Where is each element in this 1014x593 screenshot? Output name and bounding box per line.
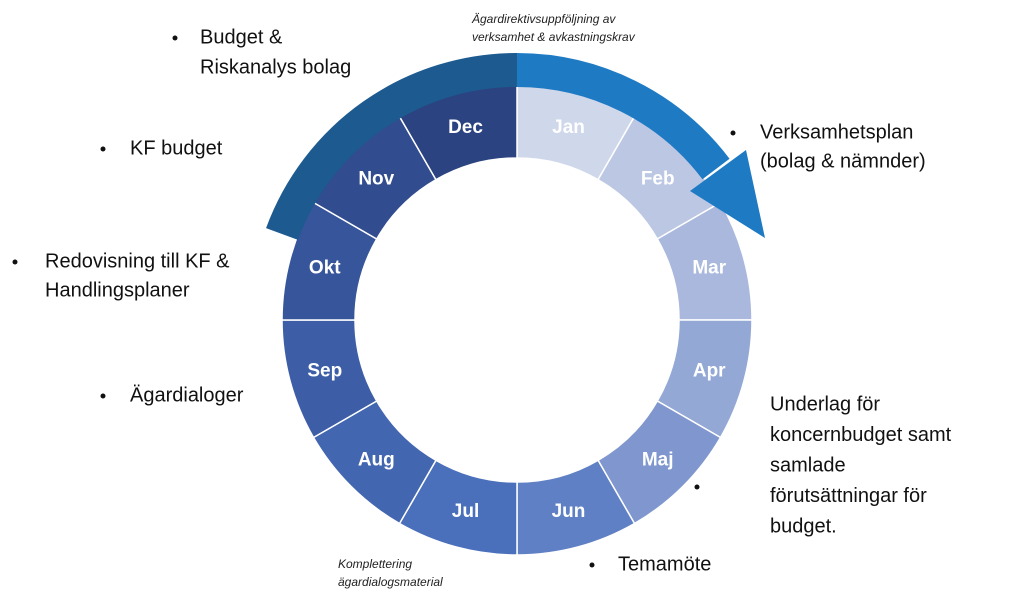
bullet xyxy=(694,484,700,490)
month-label: Aug xyxy=(358,450,395,471)
month-label: Jan xyxy=(552,117,585,138)
note-text: Verksamhetsplan xyxy=(760,121,913,143)
arrow-left xyxy=(266,52,518,240)
cycle-arrow xyxy=(266,52,765,240)
month-label: Nov xyxy=(358,168,394,189)
month-label: Apr xyxy=(693,361,726,382)
note-text: förutsättningar för xyxy=(770,485,927,507)
month-label: Jun xyxy=(552,501,586,522)
bullet xyxy=(172,35,178,41)
note-text: Riskanalys bolag xyxy=(200,56,351,78)
small-note: Ägardirektivsuppföljning av xyxy=(471,12,616,26)
month-label: Mar xyxy=(692,258,726,279)
month-label: Feb xyxy=(641,168,675,189)
bullet xyxy=(100,146,106,152)
note-text: (bolag & nämnder) xyxy=(760,150,926,172)
bullet xyxy=(730,130,736,136)
arrow-right xyxy=(516,53,730,180)
note-text: Budget & xyxy=(200,26,283,48)
month-label: Okt xyxy=(309,258,341,279)
note-text: Redovisning till KF & xyxy=(45,250,230,272)
note-text: Ägardialoger xyxy=(130,384,244,406)
note-text: KF budget xyxy=(130,137,223,159)
month-label: Jul xyxy=(452,501,479,522)
month-label: Sep xyxy=(307,361,342,382)
note-text: samlade xyxy=(770,454,846,476)
bullet xyxy=(589,562,595,568)
note-text: koncernbudget samt xyxy=(770,424,952,446)
small-note: Komplettering xyxy=(338,557,412,571)
note-text: Underlag för xyxy=(770,393,880,415)
arrow-head xyxy=(690,150,765,238)
note-text: budget. xyxy=(770,515,837,537)
note-text: Temamöte xyxy=(618,553,711,575)
small-note: verksamhet & avkastningskrav xyxy=(472,30,636,44)
month-label: Maj xyxy=(642,450,674,471)
bullet xyxy=(12,259,18,265)
month-label: Dec xyxy=(448,117,483,138)
note-text: Handlingsplaner xyxy=(45,279,190,301)
bullets xyxy=(12,35,736,568)
bullet xyxy=(100,393,106,399)
small-note: ägardialogsmaterial xyxy=(338,575,443,589)
